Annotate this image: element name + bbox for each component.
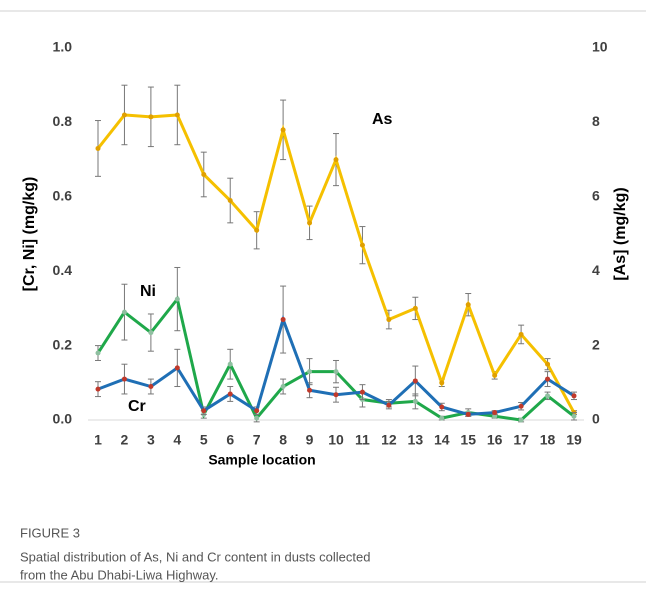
x-tick-label: 4 bbox=[173, 432, 181, 448]
y-tick-label: 0.0 bbox=[53, 411, 73, 427]
y-axis-label: [Cr, Ni] (mg/kg) bbox=[21, 177, 38, 292]
marker bbox=[545, 376, 551, 382]
marker bbox=[359, 389, 365, 395]
x-tick-label: 5 bbox=[200, 432, 208, 448]
marker bbox=[333, 392, 339, 398]
marker bbox=[307, 387, 313, 393]
marker bbox=[518, 417, 524, 423]
marker bbox=[439, 404, 445, 410]
x-tick-label: 7 bbox=[253, 432, 261, 448]
y2-tick-label: 6 bbox=[592, 188, 600, 204]
marker bbox=[492, 372, 498, 378]
marker bbox=[174, 365, 180, 371]
marker bbox=[254, 415, 260, 421]
marker bbox=[412, 378, 418, 384]
marker bbox=[386, 317, 392, 323]
marker bbox=[95, 350, 101, 356]
marker bbox=[412, 305, 418, 311]
x-tick-label: 10 bbox=[328, 432, 344, 448]
marker bbox=[121, 112, 127, 118]
marker bbox=[359, 242, 365, 248]
y-tick-label: 0.2 bbox=[53, 336, 73, 352]
x-axis-label: Sample location bbox=[208, 452, 315, 468]
x-tick-label: 1 bbox=[94, 432, 102, 448]
x-tick-label: 14 bbox=[434, 432, 450, 448]
marker bbox=[201, 171, 207, 177]
marker bbox=[280, 127, 286, 133]
marker bbox=[95, 145, 101, 151]
marker bbox=[307, 220, 313, 226]
marker bbox=[492, 413, 498, 419]
marker bbox=[307, 369, 313, 375]
x-tick-label: 2 bbox=[121, 432, 129, 448]
y-tick-label: 0.6 bbox=[53, 188, 73, 204]
y2-tick-label: 10 bbox=[592, 39, 608, 55]
marker bbox=[571, 413, 577, 419]
x-tick-label: 15 bbox=[460, 432, 476, 448]
x-tick-label: 11 bbox=[355, 432, 370, 448]
marker bbox=[412, 398, 418, 404]
y2-axis-label: [As] (mg/kg) bbox=[612, 187, 629, 280]
x-tick-label: 12 bbox=[381, 432, 397, 448]
marker bbox=[227, 361, 233, 367]
y2-tick-label: 0 bbox=[592, 411, 600, 427]
marker bbox=[174, 296, 180, 302]
marker bbox=[148, 114, 154, 120]
y-tick-label: 0.4 bbox=[53, 262, 73, 278]
annotation: Cr bbox=[128, 398, 146, 415]
marker bbox=[439, 415, 445, 421]
y2-tick-label: 2 bbox=[592, 336, 600, 352]
marker bbox=[333, 369, 339, 375]
annotation: As bbox=[372, 111, 393, 128]
x-tick-label: 13 bbox=[408, 432, 424, 448]
marker bbox=[280, 384, 286, 390]
marker bbox=[148, 384, 154, 390]
marker bbox=[571, 393, 577, 399]
marker bbox=[280, 317, 286, 323]
marker bbox=[545, 361, 551, 367]
marker bbox=[386, 402, 392, 408]
marker bbox=[227, 198, 233, 204]
marker bbox=[465, 411, 471, 417]
figure-label: FIGURE 3 bbox=[20, 525, 80, 540]
caption-line: Spatial distribution of As, Ni and Cr co… bbox=[20, 549, 370, 564]
marker bbox=[333, 157, 339, 163]
x-tick-label: 19 bbox=[566, 432, 582, 448]
x-tick-label: 17 bbox=[513, 432, 529, 448]
marker bbox=[148, 330, 154, 336]
marker bbox=[174, 112, 180, 118]
y-tick-label: 1.0 bbox=[53, 39, 73, 55]
marker bbox=[465, 302, 471, 308]
marker bbox=[121, 309, 127, 315]
annotation: Ni bbox=[140, 283, 156, 300]
marker bbox=[518, 331, 524, 337]
y-tick-label: 0.8 bbox=[53, 113, 73, 129]
marker bbox=[518, 403, 524, 409]
marker bbox=[439, 380, 445, 386]
caption-line: from the Abu Dhabi-Liwa Highway. bbox=[20, 567, 218, 582]
marker bbox=[201, 408, 207, 414]
marker bbox=[227, 391, 233, 397]
marker bbox=[254, 227, 260, 233]
y2-tick-label: 8 bbox=[592, 113, 600, 129]
marker bbox=[492, 410, 498, 416]
marker bbox=[95, 386, 101, 392]
marker bbox=[254, 408, 260, 414]
x-tick-label: 16 bbox=[487, 432, 503, 448]
x-tick-label: 18 bbox=[540, 432, 556, 448]
x-tick-label: 6 bbox=[226, 432, 234, 448]
marker bbox=[121, 376, 127, 382]
marker bbox=[545, 393, 551, 399]
x-tick-label: 3 bbox=[147, 432, 155, 448]
x-tick-label: 8 bbox=[279, 432, 287, 448]
y2-tick-label: 4 bbox=[592, 262, 600, 278]
x-tick-label: 9 bbox=[306, 432, 314, 448]
